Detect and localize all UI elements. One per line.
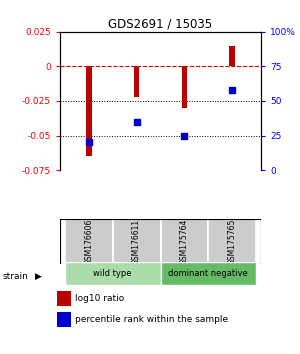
Text: ▶: ▶ xyxy=(34,272,41,281)
Bar xyxy=(57,312,70,327)
Text: wild type: wild type xyxy=(93,269,132,278)
Bar xyxy=(208,219,256,264)
Bar xyxy=(160,262,256,285)
Bar xyxy=(57,291,70,306)
Text: dominant negative: dominant negative xyxy=(169,269,248,278)
Text: percentile rank within the sample: percentile rank within the sample xyxy=(75,315,228,324)
Text: strain: strain xyxy=(3,272,29,281)
Title: GDS2691 / 15035: GDS2691 / 15035 xyxy=(108,18,213,31)
Bar xyxy=(86,67,92,156)
Point xyxy=(230,87,235,93)
Text: GSM176606: GSM176606 xyxy=(84,218,93,265)
Bar xyxy=(160,219,208,264)
Point xyxy=(182,133,187,138)
Bar xyxy=(182,67,187,108)
Bar xyxy=(65,219,112,264)
Text: GSM176611: GSM176611 xyxy=(132,218,141,265)
Bar xyxy=(112,219,160,264)
Bar xyxy=(134,67,140,97)
Point xyxy=(134,119,139,125)
Text: GSM175765: GSM175765 xyxy=(228,218,237,265)
Point xyxy=(86,139,91,145)
Text: GSM175764: GSM175764 xyxy=(180,218,189,265)
Bar xyxy=(65,262,160,285)
Text: log10 ratio: log10 ratio xyxy=(75,294,124,303)
Bar xyxy=(230,46,235,67)
